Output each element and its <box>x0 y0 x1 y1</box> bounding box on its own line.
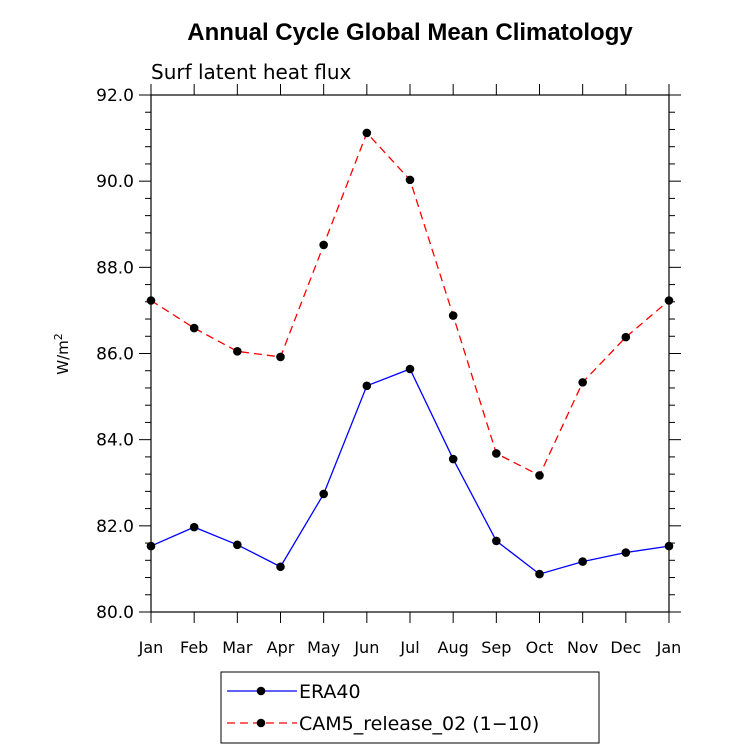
x-tick-label: Jan <box>138 638 164 657</box>
legend-marker-1 <box>256 718 266 728</box>
x-tick-label: May <box>307 638 340 657</box>
series-0-point <box>621 548 631 557</box>
series-0-point <box>664 541 674 551</box>
series-1-point <box>362 128 372 138</box>
y-axis-label-text: W/m <box>54 340 72 375</box>
series-0-point <box>405 364 415 374</box>
x-tick-label: Dec <box>610 638 641 657</box>
x-tick-label: Jan <box>656 638 682 657</box>
x-tick-label: Feb <box>180 638 208 657</box>
series-1-point <box>448 311 458 320</box>
legend-label-1: CAM5_release_02 (1−10) <box>299 713 539 735</box>
y-tick-label: 80.0 <box>96 603 134 623</box>
x-tick-label: Jul <box>399 638 419 657</box>
y-tick-label: 88.0 <box>96 258 134 278</box>
x-tick-label: Mar <box>222 638 253 657</box>
y-tick-label: 92.0 <box>96 86 134 106</box>
x-tick-label: Apr <box>267 638 295 657</box>
x-tick-label: Jun <box>353 638 379 657</box>
legend: ERA40 CAM5_release_02 (1−10) <box>220 671 600 744</box>
y-tick-label: 84.0 <box>96 431 134 451</box>
series-0-point <box>233 540 242 550</box>
series-0-point <box>492 536 501 546</box>
svg-text:W/m2: W/m2 <box>52 333 72 375</box>
series-0-point <box>362 381 372 391</box>
x-tick-label: Sep <box>481 638 511 657</box>
y-tick-label: 86.0 <box>96 345 134 365</box>
series-0-point <box>448 454 458 464</box>
series-1-point <box>233 347 242 356</box>
plot-area: 80.0 82.0 84.0 86.0 88.0 90.0 92.0 Jan Feb Mar Apr… <box>96 84 681 657</box>
chart-title: Annual Cycle Global Mean Climatology <box>187 19 633 46</box>
x-tick-label: Oct <box>526 638 554 657</box>
legend-box <box>220 671 600 744</box>
series-1-point <box>535 471 544 480</box>
series-line-1 <box>150 131 670 477</box>
series-0-point <box>319 489 328 499</box>
y-axis-label-superscript: 2 <box>52 333 65 340</box>
series-1-point <box>578 378 587 387</box>
plot-frame <box>150 94 670 613</box>
series-1-point <box>492 449 501 458</box>
y-tick-label: 90.0 <box>96 172 134 192</box>
series-0-point <box>146 541 156 551</box>
series-0-point <box>578 557 587 566</box>
series-1-point <box>276 352 285 362</box>
y-tick-label: 82.0 <box>96 517 134 537</box>
x-tick-label: Aug <box>438 638 469 657</box>
series-1-point <box>664 296 674 305</box>
x-tick-label: Nov <box>567 638 598 657</box>
series-0-point <box>276 562 285 572</box>
legend-label-0: ERA40 <box>299 681 361 703</box>
chart-subtitle: Surf latent heat flux <box>151 60 352 84</box>
series-line-0 <box>150 368 670 575</box>
series-0-point <box>535 569 544 579</box>
series-1-point <box>189 323 199 333</box>
series-1-point <box>621 332 631 342</box>
series-0-point <box>189 522 199 532</box>
series-1-point <box>146 296 156 305</box>
y-axis-label: W/m2 <box>52 333 72 375</box>
legend-marker-0 <box>256 686 266 696</box>
series-1-point <box>405 175 415 185</box>
series-1-point <box>319 240 328 250</box>
